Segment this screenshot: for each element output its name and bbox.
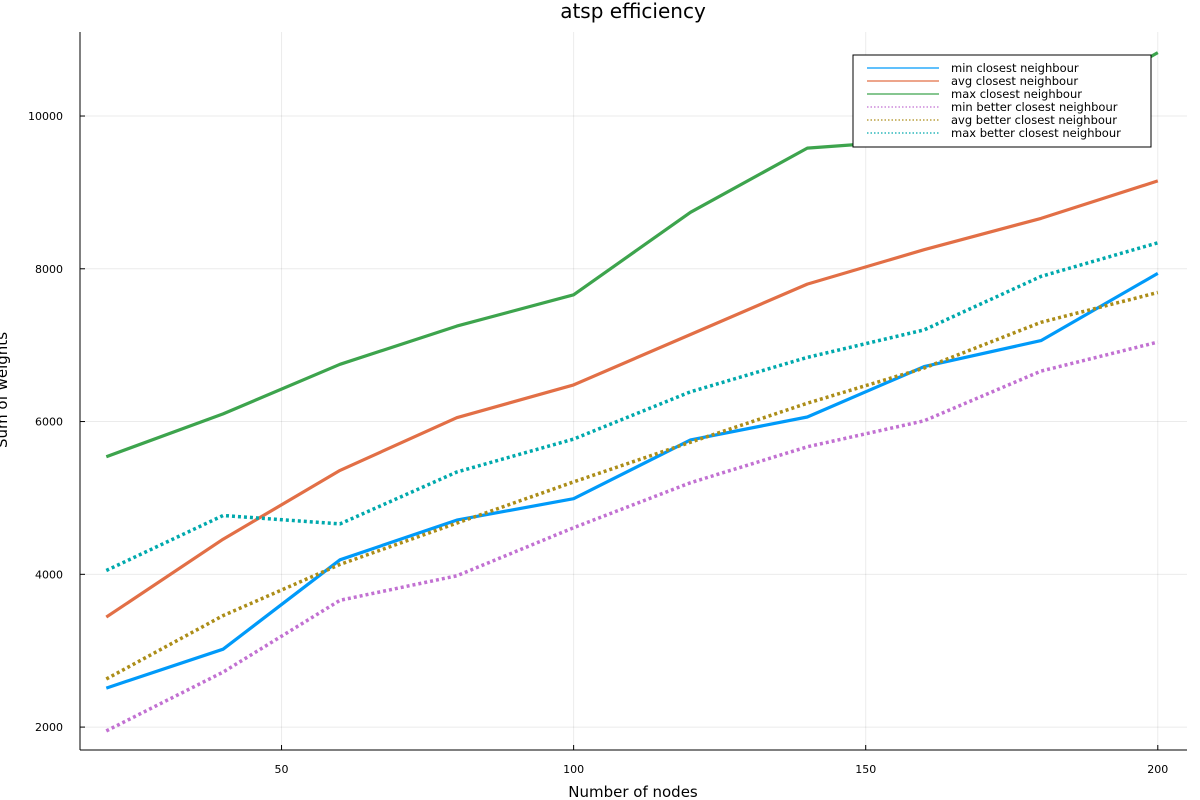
x-axis-label: Number of nodes [568,783,698,800]
y-tick-label: 6000 [35,416,63,429]
x-tick-label: 100 [563,763,584,776]
legend-box [852,54,1152,148]
legend-label: min closest neighbour [951,61,1079,75]
legend-label: max better closest neighbour [951,126,1121,140]
legend-label: avg closest neighbour [951,74,1078,88]
x-tick-label: 200 [1147,763,1168,776]
x-tick-label: 150 [855,763,876,776]
series-line-2 [105,179,1159,619]
legend-label: max closest neighbour [951,87,1082,101]
y-tick-label: 8000 [35,263,63,276]
y-tick-label: 10000 [28,110,63,123]
y-axis-label: Sum of weights [0,332,11,448]
y-tick-label: 2000 [35,721,63,734]
series-line-1 [105,272,1159,690]
x-tick-label: 50 [275,763,289,776]
series-line-4 [105,340,1159,733]
series-line-6 [105,241,1159,573]
legend-label: avg better closest neighbour [951,113,1117,127]
axes: 50 100 150 200 2000 4000 6000 8000 10000 [28,32,1187,776]
chart-title: atsp efficiency [560,0,706,23]
series-layer [105,51,1159,733]
legend-label: min better closest neighbour [951,100,1118,114]
y-tick-label: 4000 [35,568,63,581]
